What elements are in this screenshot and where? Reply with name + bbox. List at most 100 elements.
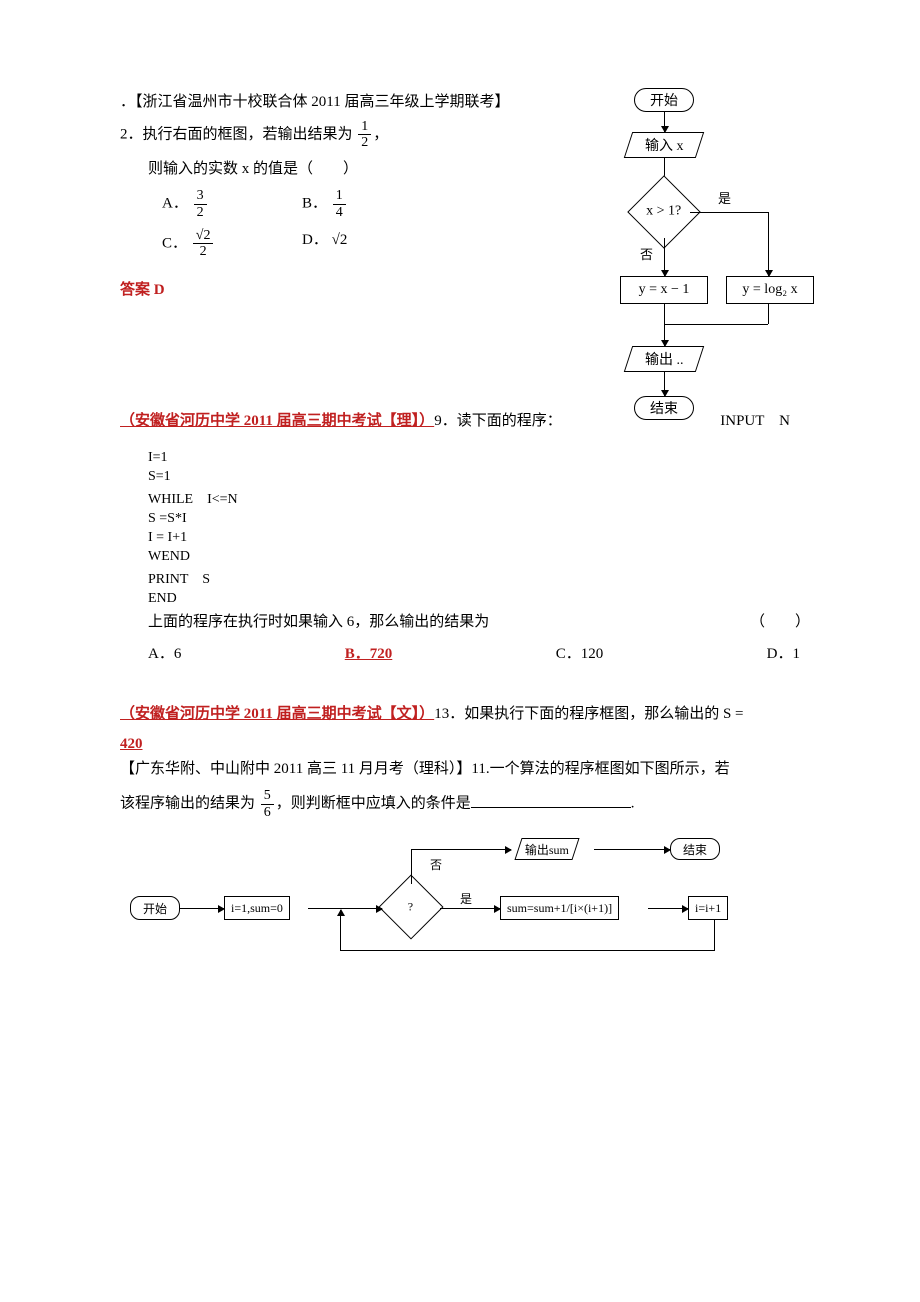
fc2-edge — [340, 910, 341, 950]
text: 】 — [456, 761, 471, 777]
fc-output-label: 输出 .. — [645, 349, 684, 369]
fraction-num: √2 — [193, 228, 214, 243]
opt-label: B． — [302, 196, 327, 212]
fraction-den: 4 — [333, 204, 346, 220]
fc-yes-label: 是 — [718, 188, 731, 207]
fc-output-node: 输出 .. — [624, 346, 704, 372]
fc2-edge — [340, 950, 715, 951]
prog-line: PRINT S — [148, 568, 820, 588]
prog-line: I = I+1 — [148, 530, 820, 546]
fraction: 1 4 — [333, 188, 346, 220]
q2-tail: 上面的程序在执行时如果输入 6，那么输出的结果为 — [148, 610, 489, 636]
fc2-edge — [440, 908, 500, 909]
q4-line1: 【广东华附、中山附中 2011 高三 11 月月考（理科）】11.一个算法的程序… — [120, 757, 820, 783]
opt-label: A． — [162, 196, 188, 212]
fc2-init-label: i=1,sum=0 — [231, 901, 283, 916]
q2-stem: 读下面的程序： — [457, 413, 562, 429]
fc2-end-node: 结束 — [670, 838, 720, 860]
fraction-one-half: 1 2 — [358, 119, 371, 151]
q4-stem-a: 一个算法的程序框图如下图所示，若 — [490, 761, 730, 777]
q3-number: 13． — [434, 706, 464, 722]
prog-line: I=1 — [148, 450, 820, 466]
prog-line: S=1 — [148, 469, 820, 485]
q3-line: （安徽省河历中学 2011 届高三期中考试【文】）13．如果执行下面的程序框图，… — [120, 699, 820, 729]
q2-source: （安徽省河历中学 2011 届高三期中考试【理】） — [120, 413, 434, 429]
prog-line: S =S*I — [148, 511, 820, 527]
spacer — [120, 440, 820, 450]
q2-option-b: B．720 — [345, 642, 393, 663]
q4-flowchart: 输出sum 结束 开始 i=1,sum=0 ? sum=sum+1/[i×(i+… — [130, 838, 830, 978]
fc2-decision-node: ? — [378, 875, 443, 940]
q1-source: 浙江省温州市十校联合体 2011 届高三年级上学期联考 — [143, 94, 495, 110]
fc-cond-label: x > 1? — [646, 204, 681, 220]
fraction-den: 2 — [193, 243, 214, 259]
text: ．【 — [120, 94, 143, 110]
fc2-yes-label: 是 — [460, 890, 472, 907]
fraction: 5 6 — [261, 788, 274, 820]
fc2-edge — [411, 849, 412, 884]
text: 】 — [494, 94, 509, 110]
q2-header: （安徽省河历中学 2011 届高三期中考试【理】）9．读下面的程序： INPUT… — [120, 409, 820, 435]
q3-stem: 如果执行下面的程序框图，那么输出的 S = — [464, 706, 743, 722]
prog-line: WHILE I<=N — [148, 488, 820, 508]
fraction-den: 2 — [194, 204, 207, 220]
fc2-edge — [180, 908, 224, 909]
blank-underline — [471, 807, 631, 808]
text: 【 — [120, 761, 135, 777]
q2-program: I=1 S=1 WHILE I<=N S =S*I I = I+1 WEND P… — [120, 450, 820, 607]
q2-option-d: D．1 — [767, 642, 800, 663]
fc-edge — [690, 212, 768, 213]
q2-paren: （ ） — [750, 610, 820, 636]
fc2-output-node: 输出sum — [514, 838, 579, 860]
q2-left: （安徽省河历中学 2011 届高三期中考试【理】）9．读下面的程序： — [120, 409, 562, 435]
fc-left-label: y = x − 1 — [639, 282, 690, 298]
q2-options: A．6 B．720 C．120 D．1 — [120, 642, 820, 663]
fc2-end-label: 结束 — [683, 841, 707, 858]
fraction-num: 3 — [194, 188, 207, 203]
fc2-edge — [411, 849, 511, 850]
q1-option-c: C． √2 2 — [162, 228, 302, 260]
fc2-start-label: 开始 — [143, 900, 167, 917]
fc2-start-node: 开始 — [130, 896, 180, 920]
fc2-calc-label: sum=sum+1/[i×(i+1)] — [507, 901, 612, 916]
question-3-block: （安徽省河历中学 2011 届高三期中考试【文】）13．如果执行下面的程序框图，… — [120, 699, 820, 753]
fc-edge — [664, 324, 665, 346]
q4-stem-b: 该程序输出的结果为 — [120, 796, 255, 812]
spacer — [120, 663, 820, 699]
fc-left-process: y = x − 1 — [620, 276, 708, 304]
fraction-num: 5 — [261, 788, 274, 803]
fc-input-label: 输入 x — [645, 135, 684, 155]
fraction: √2 2 — [193, 228, 214, 260]
q1-number: 2． — [120, 126, 143, 142]
fc-edge — [768, 304, 769, 324]
prog-line: WEND — [148, 549, 820, 565]
q4-line2: 该程序输出的结果为 5 6 ，则判断框中应填入的条件是. — [120, 788, 820, 820]
opt-label: C． — [162, 235, 187, 251]
fc-start-node: 开始 — [634, 88, 694, 112]
q2-tail-line: 上面的程序在执行时如果输入 6，那么输出的结果为 （ ） — [120, 610, 820, 636]
fc2-no-label: 否 — [430, 856, 442, 873]
question-2-block: （安徽省河历中学 2011 届高三期中考试【理】）9．读下面的程序： INPUT… — [120, 409, 820, 663]
fc2-edge — [648, 908, 688, 909]
fc-right-process: y = log₂ x — [726, 276, 814, 304]
q1-option-d: D． √2 — [302, 228, 442, 260]
q1-option-a: A． 3 2 — [162, 188, 302, 220]
fc-edge — [664, 238, 665, 276]
q1-stem-a: 执行右面的框图，若输出结果为 — [143, 126, 353, 142]
fc2-output-label: 输出sum — [525, 841, 569, 858]
q4-period: . — [631, 796, 635, 812]
fc2-edge — [714, 920, 715, 950]
fc-edge — [768, 212, 769, 276]
prog-line: END — [148, 591, 820, 607]
q2-option-c: C．120 — [556, 642, 604, 663]
q4-number: 11. — [471, 761, 489, 777]
q3-source: （安徽省河历中学 2011 届高三期中考试【文】） — [120, 706, 434, 722]
q2-number: 9． — [434, 413, 457, 429]
fraction: 3 2 — [194, 188, 207, 220]
fraction-den: 6 — [261, 804, 274, 820]
fc2-inc-label: i=i+1 — [695, 901, 721, 916]
q2-input-text: INPUT N — [720, 409, 820, 435]
fraction-num: 1 — [358, 119, 371, 134]
fraction-num: 1 — [333, 188, 346, 203]
q1-stem-b: ， — [373, 126, 388, 142]
